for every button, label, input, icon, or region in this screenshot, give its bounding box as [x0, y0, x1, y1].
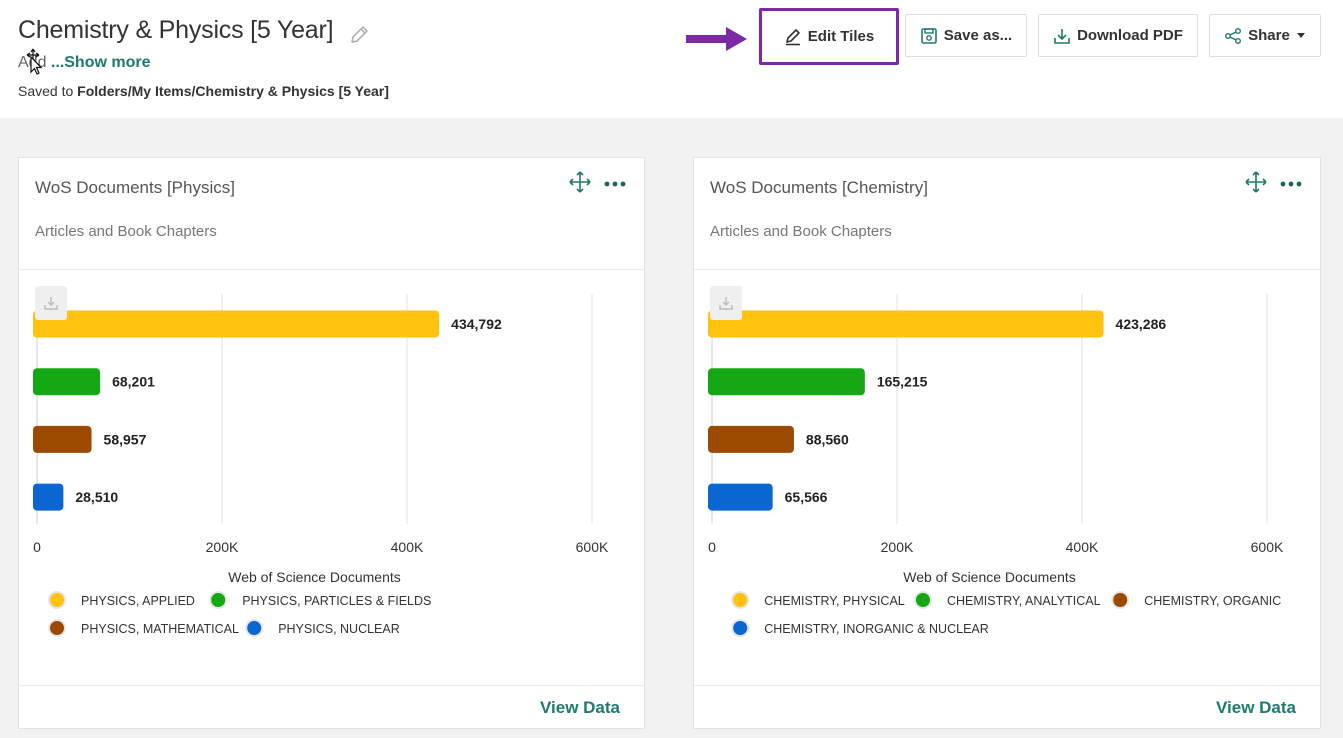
edit-tiles-button[interactable]: Edit Tiles — [759, 8, 899, 65]
saved-path-link[interactable]: Folders/My Items/Chemistry & Physics [5 … — [77, 83, 389, 99]
bar-value-label: 434,792 — [451, 316, 502, 332]
x-tick-label: 0 — [708, 539, 716, 555]
edit-tiles-label: Edit Tiles — [807, 28, 875, 45]
save-as-label: Save as... — [943, 27, 1013, 44]
x-tick-label: 0 — [33, 539, 41, 555]
more-options-icon[interactable] — [604, 175, 626, 193]
bar-value-label: 88,560 — [806, 431, 849, 447]
bar[interactable] — [33, 310, 440, 338]
legend-marker[interactable] — [1111, 591, 1130, 609]
divider — [19, 269, 644, 270]
pointer-arrow-icon — [686, 25, 748, 58]
legend-marker[interactable] — [48, 591, 66, 609]
saved-location: Saved to Folders/My Items/Chemistry & Ph… — [18, 83, 389, 99]
move-icon[interactable] — [1244, 170, 1268, 199]
bar[interactable] — [33, 425, 92, 453]
legend-marker[interactable] — [48, 619, 66, 637]
tile-subtitle: Articles and Book Chapters — [35, 223, 217, 240]
report-header: Chemistry & Physics [5 Year] Add ...Show… — [0, 0, 1343, 118]
show-more-link[interactable]: ...Show more — [50, 54, 151, 71]
x-tick-label: 600K — [576, 539, 609, 555]
download-pdf-button[interactable]: Download PDF — [1038, 14, 1198, 57]
edit-title-pencil-icon[interactable] — [348, 24, 370, 51]
share-icon — [1225, 27, 1242, 44]
divider — [694, 685, 1320, 686]
legend-marker[interactable] — [245, 619, 264, 637]
download-icon — [1054, 28, 1070, 44]
legend-label[interactable]: CHEMISTRY, PHYSICAL — [764, 594, 905, 608]
x-axis-label: Web of Science Documents — [903, 569, 1076, 585]
more-options-icon[interactable] — [1280, 175, 1302, 193]
mouse-cursor-icon — [22, 48, 44, 81]
save-as-button[interactable]: Save as... — [905, 14, 1027, 57]
bar[interactable] — [708, 368, 865, 396]
page-title: Chemistry & Physics [5 Year] — [18, 16, 334, 44]
legend-label[interactable]: PHYSICS, PARTICLES & FIELDS — [242, 594, 431, 608]
move-icon[interactable] — [568, 170, 592, 199]
tile-chemistry: WoS Documents [Chemistry] Articles and B… — [693, 157, 1321, 729]
bar-value-label: 65,566 — [785, 489, 828, 505]
bar-value-label: 68,201 — [112, 374, 155, 390]
tile-subtitle: Articles and Book Chapters — [710, 223, 892, 240]
divider — [694, 269, 1320, 270]
legend-label[interactable]: CHEMISTRY, ORGANIC — [1144, 594, 1281, 608]
tile-physics: WoS Documents [Physics] Articles and Boo… — [18, 157, 645, 729]
bar-value-label: 28,510 — [75, 489, 118, 505]
x-tick-label: 400K — [1066, 539, 1099, 555]
legend-label[interactable]: PHYSICS, APPLIED — [81, 594, 195, 608]
view-data-link[interactable]: View Data — [1215, 698, 1296, 717]
bar-chart: 0 200K 400K 600K 423,286 165,215 88,560 65,566 W… — [708, 294, 1284, 637]
download-icon — [719, 297, 733, 310]
legend-marker[interactable] — [914, 591, 932, 609]
x-axis-label: Web of Science Documents — [228, 569, 401, 585]
view-data-link[interactable]: View Data — [539, 698, 620, 717]
legend-marker[interactable] — [731, 591, 750, 609]
x-tick-label: 600K — [1251, 539, 1284, 555]
x-tick-label: 200K — [881, 539, 914, 555]
chart-download-button[interactable] — [710, 286, 742, 320]
saved-prefix: Saved to — [18, 83, 78, 99]
download-pdf-label: Download PDF — [1077, 27, 1183, 44]
bar[interactable] — [33, 368, 101, 396]
bar[interactable] — [708, 425, 794, 453]
caret-down-icon — [1296, 32, 1305, 38]
bar-value-label: 423,286 — [1116, 316, 1167, 332]
bar[interactable] — [708, 483, 773, 511]
tile-title: WoS Documents [Chemistry] — [710, 178, 928, 197]
bar-chart: 0 200K 400K 600K 434,792 68,201 58,957 28,510 We… — [33, 294, 609, 637]
save-icon — [920, 27, 937, 44]
bar[interactable] — [708, 310, 1104, 338]
share-label: Share — [1248, 27, 1290, 44]
legend-marker[interactable] — [731, 619, 750, 637]
legend-marker[interactable] — [209, 591, 228, 609]
legend-label[interactable]: CHEMISTRY, INORGANIC & NUCLEAR — [764, 622, 989, 636]
bar-value-label: 58,957 — [104, 431, 147, 447]
divider — [19, 685, 644, 686]
x-tick-label: 400K — [391, 539, 424, 555]
legend-label[interactable]: PHYSICS, NUCLEAR — [278, 622, 400, 636]
tile-title: WoS Documents [Physics] — [35, 178, 235, 197]
legend-label[interactable]: CHEMISTRY, ANALYTICAL — [947, 594, 1101, 608]
share-button[interactable]: Share — [1209, 14, 1321, 57]
x-tick-label: 200K — [206, 539, 239, 555]
bar[interactable] — [33, 483, 64, 511]
legend-label[interactable]: PHYSICS, MATHEMATICAL — [81, 622, 239, 636]
pencil-icon — [785, 28, 800, 45]
chart-download-button[interactable] — [35, 286, 67, 320]
bar-value-label: 165,215 — [877, 374, 928, 390]
download-icon — [44, 297, 58, 310]
